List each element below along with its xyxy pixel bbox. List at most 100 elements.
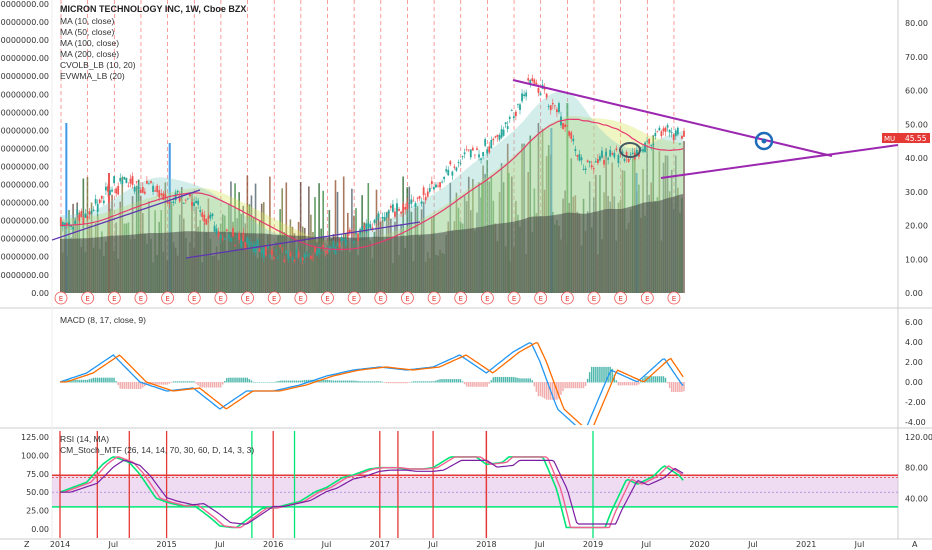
candle-body — [451, 171, 454, 176]
macd-histogram-bar — [568, 382, 570, 389]
macd-histogram-bar — [650, 376, 652, 383]
study-ma50[interactable]: MA (50, close) — [60, 27, 114, 37]
candle-body — [316, 250, 318, 256]
rsi-pane[interactable] — [52, 431, 898, 538]
candle-body — [443, 176, 446, 180]
macd-histogram-bar — [494, 376, 497, 383]
candle-body — [164, 194, 167, 197]
macd-histogram-bar — [533, 382, 536, 387]
macd-histogram-bar — [228, 377, 230, 383]
macd-histogram-bar — [353, 380, 355, 383]
macd-line — [59, 342, 684, 425]
macd-label[interactable]: MACD (8, 17, close, 9) — [60, 315, 146, 325]
macd-histogram-bar — [679, 382, 681, 392]
candle-body — [289, 252, 292, 257]
macd-histogram-bar — [554, 382, 556, 400]
macd-pane[interactable] — [59, 342, 685, 432]
rsi-label[interactable]: RSI (14, MA) — [60, 434, 109, 444]
macd-histogram-bar — [508, 376, 511, 383]
candle-body — [365, 223, 368, 233]
study-ma100[interactable]: MA (100, close) — [60, 38, 119, 48]
candle-body — [471, 147, 474, 151]
candle-body — [609, 149, 612, 157]
macd-histogram-bar — [402, 382, 404, 384]
candle-body — [611, 153, 614, 155]
candle-body — [127, 185, 130, 187]
candle-body — [519, 104, 521, 111]
macd-histogram-bar — [404, 382, 406, 384]
volume-bar — [342, 176, 345, 293]
macd-histogram-bar — [349, 380, 351, 383]
candle-body — [426, 191, 429, 197]
candle-body — [287, 254, 290, 260]
earnings-marker — [401, 291, 414, 305]
macd-histogram-bar — [383, 382, 386, 383]
candle-body — [424, 196, 427, 201]
volume-spike — [566, 103, 569, 293]
candle-body — [480, 158, 482, 160]
candle-body — [166, 201, 169, 203]
corner-left-label[interactable]: Z — [24, 540, 30, 549]
earnings-marker — [507, 291, 521, 305]
candle-body — [72, 227, 74, 230]
macd-histogram-bar — [525, 378, 527, 383]
price-pane[interactable] — [52, 0, 898, 294]
macd-histogram-bar — [558, 382, 560, 399]
macd-histogram-bar — [564, 382, 566, 389]
macd-histogram-bar — [371, 381, 374, 383]
earnings-marker — [534, 291, 548, 305]
time-tick-label: Jul — [427, 540, 438, 549]
stoch-label[interactable]: CM_Stoch_MTF (26, 14, 14, 70, 30, 60, D,… — [60, 445, 254, 455]
candle-body — [143, 191, 146, 194]
earnings-marker — [560, 291, 574, 305]
ma-cloud-dark — [60, 194, 684, 293]
macd-histogram-bar — [271, 382, 273, 383]
candle-body — [113, 176, 115, 183]
macd-histogram-bar — [478, 382, 480, 387]
candle-body — [105, 186, 107, 191]
macd-histogram-bar — [629, 382, 632, 386]
macd-tick-label: -2.00 — [905, 398, 926, 407]
study-ma10[interactable]: MA (10, close) — [60, 16, 114, 26]
macd-histogram-bar — [437, 379, 439, 383]
trendline-upper — [512, 79, 833, 157]
macd-histogram-bar — [603, 366, 605, 383]
candle-body — [100, 195, 103, 199]
earnings-marker-label: E — [165, 295, 169, 303]
candle-body — [223, 238, 226, 240]
macd-histogram-bar — [484, 382, 486, 387]
study-evwma[interactable]: EVWMA_LB (20) — [60, 71, 125, 81]
study-ma200[interactable]: MA (200, close) — [60, 49, 119, 59]
macd-histogram-bar — [105, 377, 107, 383]
macd-histogram-bar — [500, 376, 503, 383]
candle-body — [644, 142, 646, 153]
candle-body — [107, 186, 109, 192]
macd-histogram-bar — [260, 382, 263, 383]
macd-histogram-bar — [467, 382, 470, 387]
candle-body — [660, 131, 663, 137]
candle-body — [246, 237, 249, 244]
price-badge-text: 45.55 — [905, 134, 927, 143]
candle-body — [412, 200, 415, 202]
macd-histogram-bar — [361, 381, 363, 383]
candle-body — [553, 105, 556, 107]
corner-right-label[interactable]: A — [912, 540, 918, 549]
volume-bar — [529, 135, 532, 293]
study-cvolb[interactable]: CVOLB_LB (10, 20) — [60, 60, 136, 70]
macd-histogram-bar — [515, 377, 517, 383]
macd-histogram-bar — [189, 381, 191, 383]
macd-histogram-bar — [644, 376, 646, 383]
macd-histogram-bar — [433, 381, 435, 383]
macd-histogram-bar — [480, 382, 482, 387]
price-tick-label: 10.00 — [905, 255, 928, 264]
macd-histogram-bar — [535, 382, 538, 392]
macd-histogram-bar — [221, 382, 224, 385]
candle-body — [359, 230, 361, 234]
macd-tick-label: 4.00 — [905, 338, 923, 347]
candle-body — [355, 232, 357, 234]
candle-body — [342, 239, 345, 241]
candle-body — [512, 116, 515, 119]
macd-histogram-bar — [519, 378, 521, 383]
candle-body — [502, 129, 505, 136]
